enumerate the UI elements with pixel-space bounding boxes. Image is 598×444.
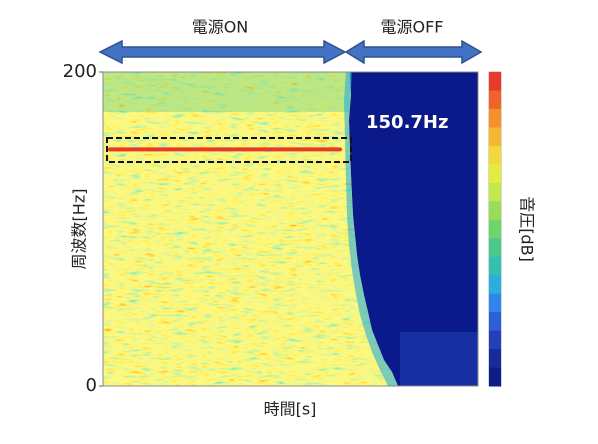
colorbar-segment xyxy=(489,349,501,369)
annotation: 電源ON xyxy=(192,18,249,37)
y-axis-label: 周波数[Hz] xyxy=(70,189,89,270)
colorbar-segment xyxy=(489,312,501,332)
colorbar-segment xyxy=(489,330,501,350)
colorbar-segment xyxy=(489,367,501,387)
colorbar-label: 音圧[dB] xyxy=(518,196,537,262)
power-off-low xyxy=(400,332,478,386)
colorbar-segment xyxy=(489,219,501,239)
colorbar-segment xyxy=(489,238,501,258)
colorbar-segment xyxy=(489,108,501,128)
highlight-box xyxy=(106,137,352,163)
x-axis-label: 時間[s] xyxy=(264,400,317,419)
colorbar-segment xyxy=(489,127,501,147)
colorbar-segment xyxy=(489,164,501,184)
colorbar-segment xyxy=(489,275,501,295)
colorbar-segment xyxy=(489,182,501,202)
on-arrow xyxy=(98,39,347,65)
colorbar-segment xyxy=(489,256,501,276)
spectrogram-top-band xyxy=(103,72,353,112)
colorbar-segment xyxy=(489,72,501,91)
plot-frame xyxy=(102,71,479,387)
peak-label: 150.7Hz xyxy=(366,112,448,133)
annotation: 電源OFF xyxy=(380,18,443,37)
colorbar-segment xyxy=(489,201,501,221)
power-off-region xyxy=(349,72,478,386)
off-arrow xyxy=(344,39,483,65)
colorbar-segment xyxy=(489,145,501,165)
colorbar-segment xyxy=(489,90,501,110)
power-off-edge xyxy=(344,72,398,386)
y-tick-label: 200 xyxy=(63,61,97,82)
colorbar-segment xyxy=(489,293,501,313)
y-tick-label: 0 xyxy=(86,375,97,396)
